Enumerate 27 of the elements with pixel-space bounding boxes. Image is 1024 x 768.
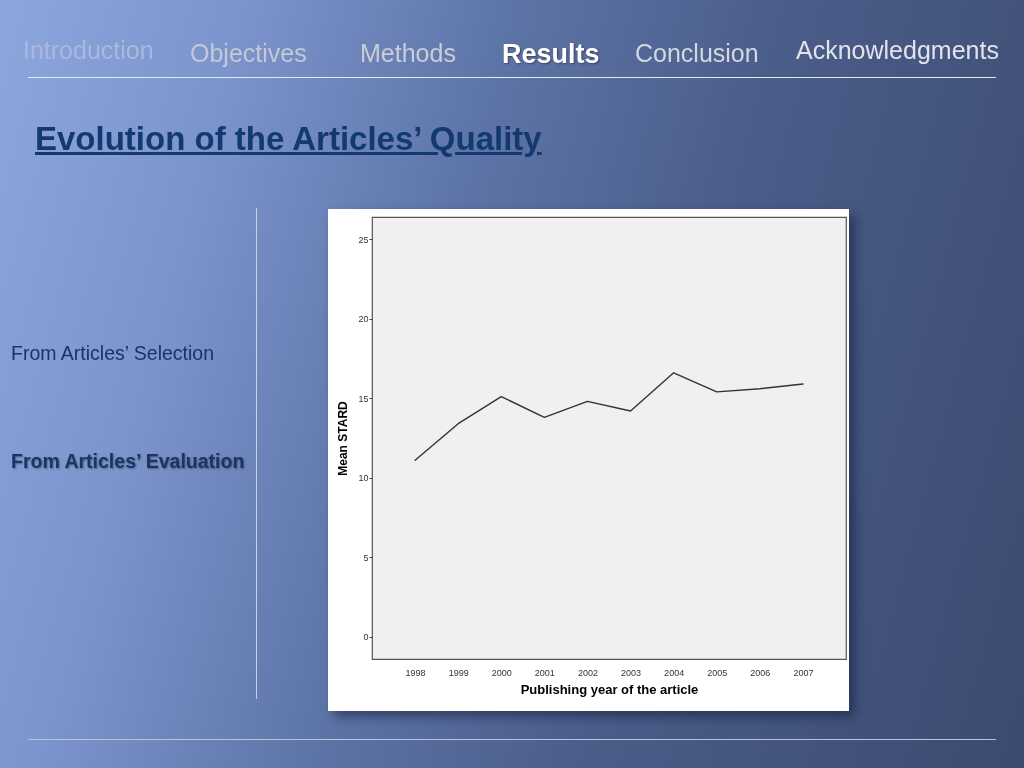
text: Results <box>502 39 600 69</box>
text: Conclusion <box>635 39 759 67</box>
y-tick-label: 5 <box>363 552 369 563</box>
text: From Articles’ Selection <box>11 342 215 364</box>
y-tick-label: 25 <box>358 234 369 245</box>
text: Methods <box>360 39 456 67</box>
x-tick-label: 2005 <box>707 667 728 678</box>
x-tick-label: 1999 <box>448 667 469 678</box>
y-tick-label: 0 <box>363 632 369 643</box>
y-tick-label: 10 <box>358 473 369 484</box>
x-tick-label: 2002 <box>577 667 598 678</box>
x-tick-label: 2007 <box>793 667 814 678</box>
chart-title: Evolution of the Articles’ Quality <box>35 120 542 158</box>
x-tick-label: 2006 <box>750 667 771 678</box>
x-tick-label: 2001 <box>534 667 555 678</box>
y-tick-label: 15 <box>358 393 369 404</box>
x-tick-label: 2003 <box>621 667 642 678</box>
text: From Articles’ Evaluation <box>11 450 245 472</box>
line-series <box>414 372 804 461</box>
text: Objectives <box>190 39 307 67</box>
y-axis-title: Mean STARD <box>336 400 351 476</box>
y-tick-label: 20 <box>358 314 369 325</box>
x-tick-label: 1998 <box>405 667 426 678</box>
text: Acknowledgments <box>796 36 999 64</box>
x-tick-label: 2000 <box>491 667 512 678</box>
x-axis-title: Publishing year of the article <box>520 681 699 697</box>
x-tick-label: 2004 <box>664 667 685 678</box>
